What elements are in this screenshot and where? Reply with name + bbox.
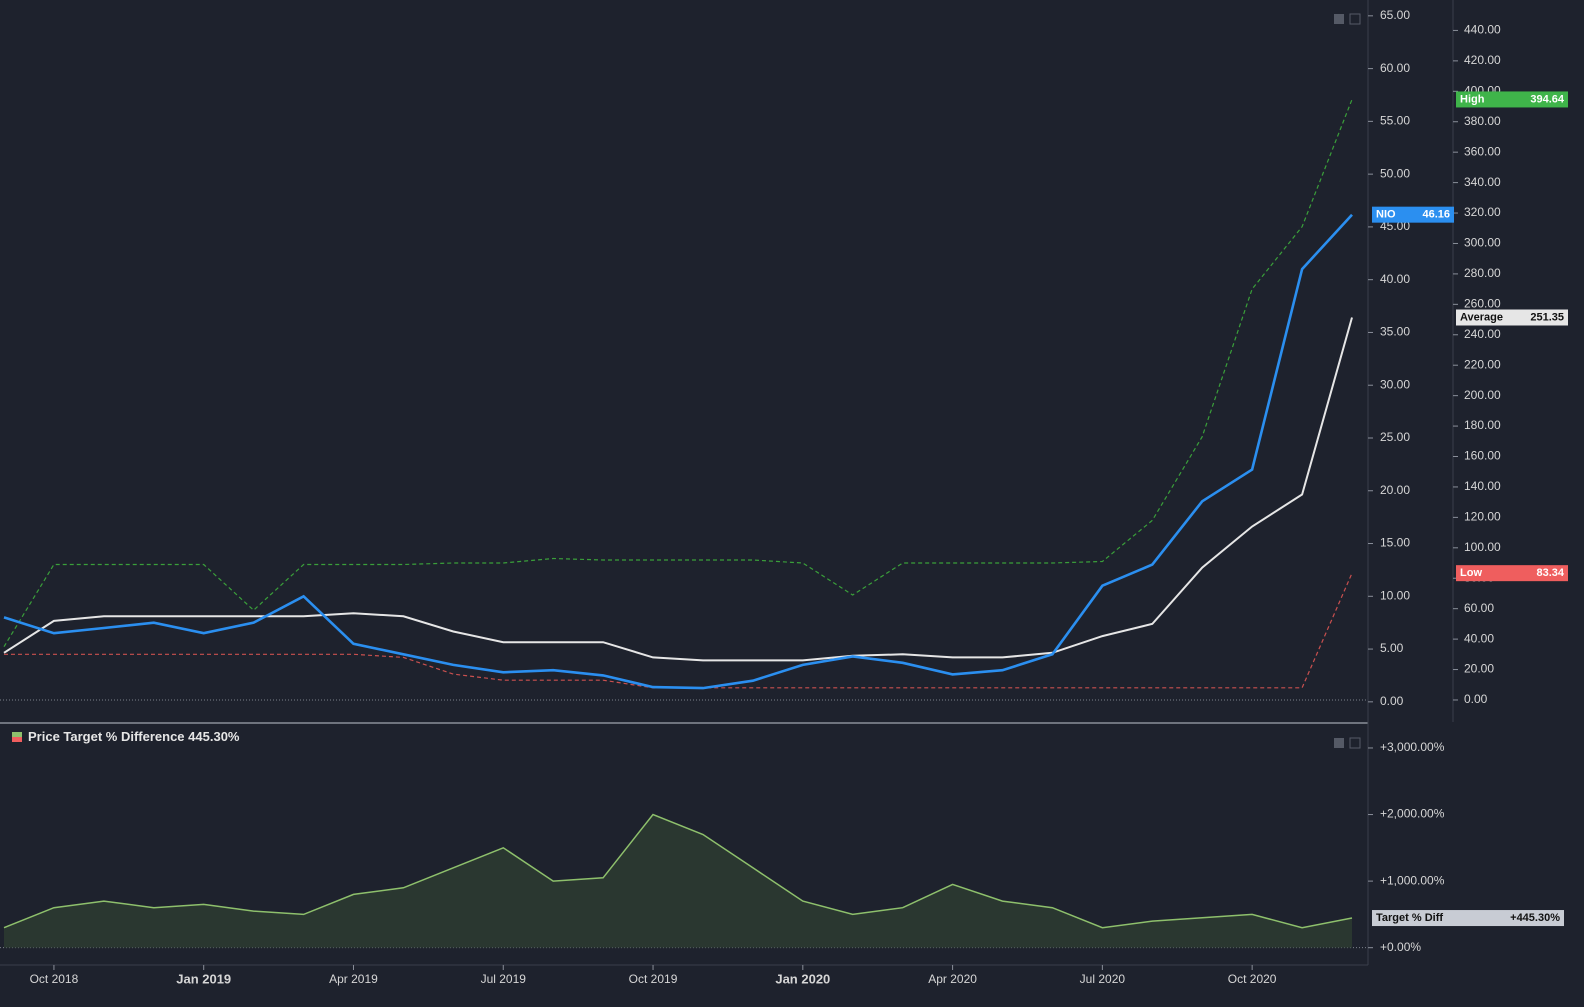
y2-tick-label: 140.00 (1464, 479, 1501, 493)
y2-tick-label: 420.00 (1464, 53, 1501, 67)
y-tick-label: 15.00 (1380, 536, 1410, 550)
series-line (3, 813, 1353, 929)
badge-value: 46.16 (1422, 209, 1450, 221)
x-tick-label: Apr 2019 (329, 972, 378, 986)
y2-tick-label: 240.00 (1464, 327, 1501, 341)
y-tick-label: 25.00 (1380, 430, 1410, 444)
y-tick-label: 20.00 (1380, 483, 1410, 497)
y-tick-label: +1,000.00% (1380, 873, 1445, 887)
y-tick-label: +0.00% (1380, 940, 1421, 954)
y-tick-label: 10.00 (1380, 588, 1410, 602)
y2-tick-label: 300.00 (1464, 236, 1501, 250)
y2-tick-label: 340.00 (1464, 175, 1501, 189)
y-tick-label: 30.00 (1380, 377, 1410, 391)
y2-tick-label: 0.00 (1464, 692, 1488, 706)
series-line (3, 99, 1353, 648)
badge-name: Average (1460, 311, 1503, 323)
y-tick-label: 50.00 (1380, 166, 1410, 180)
x-tick-label: Oct 2019 (629, 972, 678, 986)
series-area (4, 814, 1352, 948)
badge-name: NIO (1376, 209, 1396, 221)
x-tick-label: Jan 2020 (775, 971, 830, 986)
y2-tick-label: 180.00 (1464, 418, 1501, 432)
legend-swatch (12, 737, 22, 742)
badge-value: 251.35 (1530, 311, 1564, 323)
badge-value: 83.34 (1536, 567, 1564, 579)
y-tick-label: 0.00 (1380, 694, 1404, 708)
badge-name: High (1460, 93, 1485, 105)
badge-value: +445.30% (1510, 912, 1560, 924)
x-tick-label: Oct 2018 (30, 972, 79, 986)
pane-icon[interactable] (1334, 14, 1344, 24)
y2-tick-label: 160.00 (1464, 449, 1501, 463)
y2-tick-label: 320.00 (1464, 205, 1501, 219)
x-tick-label: Oct 2020 (1228, 972, 1277, 986)
series-line (3, 317, 1353, 662)
y-tick-label: 40.00 (1380, 272, 1410, 286)
price-badge (1456, 565, 1568, 582)
series-line (4, 572, 1353, 689)
y2-tick-label: 40.00 (1464, 631, 1494, 645)
y-tick-label: 5.00 (1380, 641, 1404, 655)
pane-title: Price Target % Difference 445.30% (28, 729, 240, 744)
badge-name: Target % Diff (1376, 912, 1443, 924)
y2-tick-label: 60.00 (1464, 601, 1494, 615)
price-badge (1456, 91, 1568, 108)
legend-swatch (12, 732, 22, 737)
y-tick-label: 60.00 (1380, 61, 1410, 75)
pane-icon[interactable] (1334, 738, 1344, 748)
y-tick-label: 35.00 (1380, 325, 1410, 339)
price-badge (1372, 206, 1454, 223)
y2-tick-label: 360.00 (1464, 144, 1501, 158)
series-line (3, 213, 1353, 690)
pane-title-text: Price Target % Difference (28, 729, 185, 744)
y-tick-label: +3,000.00% (1380, 740, 1445, 754)
y-tick-label: 55.00 (1380, 114, 1410, 128)
x-tick-label: Jul 2019 (481, 972, 527, 986)
price-badge (1372, 910, 1564, 927)
y-tick-label: 65.00 (1380, 8, 1410, 22)
badge-name: Low (1460, 567, 1482, 579)
y2-tick-label: 200.00 (1464, 388, 1501, 402)
y2-tick-label: 260.00 (1464, 297, 1501, 311)
price-badge (1456, 309, 1568, 326)
y-tick-label: +2,000.00% (1380, 807, 1445, 821)
x-tick-label: Apr 2020 (928, 972, 977, 986)
y2-tick-label: 20.00 (1464, 662, 1494, 676)
badge-value: 394.64 (1530, 93, 1565, 105)
y2-tick-label: 220.00 (1464, 357, 1501, 371)
y2-tick-label: 120.00 (1464, 510, 1501, 524)
pane-icon[interactable] (1349, 13, 1361, 25)
y2-tick-label: 280.00 (1464, 266, 1501, 280)
pane-title-value: 445.30% (188, 729, 240, 744)
y2-tick-label: 100.00 (1464, 540, 1501, 554)
y2-tick-label: 380.00 (1464, 114, 1501, 128)
pane-icon[interactable] (1349, 737, 1361, 749)
x-tick-label: Jan 2019 (176, 971, 231, 986)
y2-tick-label: 440.00 (1464, 23, 1501, 37)
x-tick-label: Jul 2020 (1080, 972, 1126, 986)
